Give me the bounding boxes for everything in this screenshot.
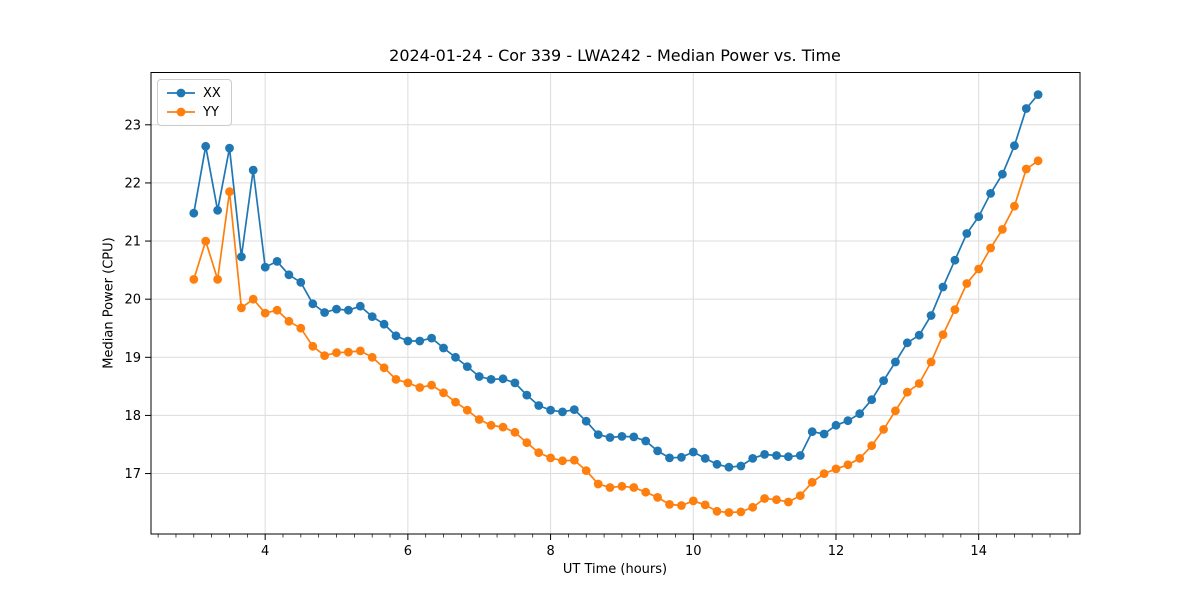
- y-tick-label: 21: [124, 235, 141, 250]
- x-tick-label: 8: [546, 544, 554, 559]
- legend-label-xx: XX: [203, 85, 221, 101]
- x-minor-ticks: [157, 534, 1069, 538]
- legend-line-marker-icon: [167, 88, 195, 98]
- x-axis-label: UT Time (hours): [562, 562, 668, 577]
- x-tick-label: 4: [261, 544, 269, 559]
- chart-title: 2024-01-24 - Cor 339 - LWA242 - Median P…: [389, 46, 841, 65]
- y-tick-label: 19: [124, 351, 141, 366]
- series-YY: [189, 156, 1043, 517]
- x-tick-label: 12: [828, 544, 845, 559]
- y-tick-label: 17: [124, 467, 141, 482]
- plot-border: [150, 72, 1081, 535]
- legend-line-marker-icon: [167, 107, 195, 117]
- series-YY-markers: [189, 156, 1043, 517]
- x-tick-label: 14: [970, 544, 987, 559]
- series-XX-line: [192, 94, 1039, 469]
- series-XX: [189, 90, 1043, 472]
- y-axis-label: Median Power (CPU): [101, 237, 117, 369]
- series-XX-markers: [189, 90, 1043, 472]
- legend-label-yy: YY: [203, 104, 219, 120]
- y-tick-label: 23: [124, 118, 141, 133]
- gridlines: [151, 72, 1080, 534]
- x-tick-label: 10: [685, 544, 702, 559]
- y-tick-label: 22: [124, 176, 141, 191]
- legend: XX YY: [157, 79, 232, 126]
- axis-ticks: [145, 124, 980, 540]
- tick-labels: 4 6 8 10 12 14 17 18 19 20 21 22 23: [124, 118, 987, 559]
- legend-item-yy: YY: [166, 104, 221, 120]
- x-tick-label: 6: [404, 544, 412, 559]
- legend-item-xx: XX: [166, 85, 221, 101]
- y-tick-label: 20: [124, 293, 141, 308]
- y-tick-label: 18: [124, 409, 141, 424]
- series-YY-line: [192, 160, 1039, 514]
